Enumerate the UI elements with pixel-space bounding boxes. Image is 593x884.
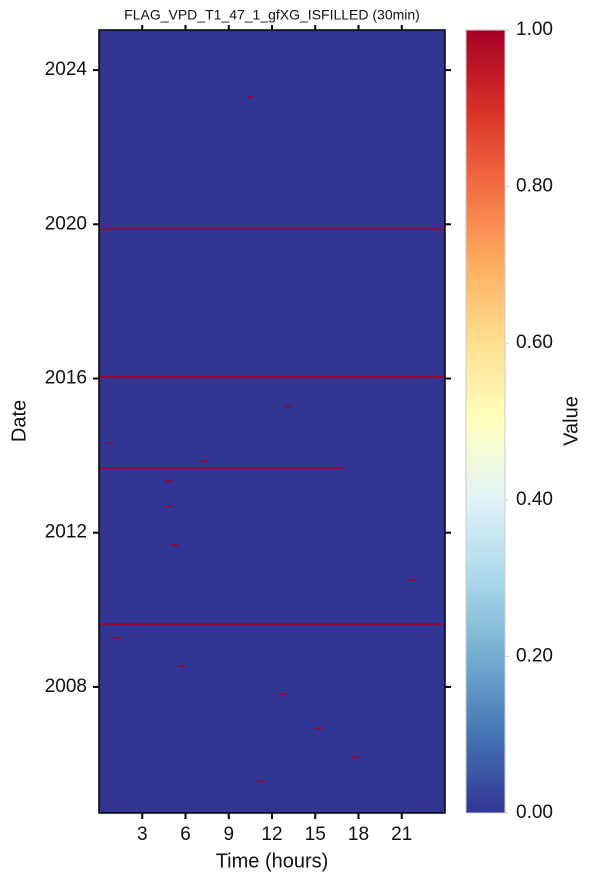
filled-cell — [257, 780, 265, 782]
filled-cell — [106, 442, 114, 445]
filled-cell — [99, 623, 445, 625]
y-tick-label: 2012 — [45, 522, 87, 543]
x-axis-label: Time (hours) — [216, 850, 329, 872]
chart-title: FLAG_VPD_T1_47_1_gfXG_ISFILLED (30min) — [124, 7, 420, 23]
colorbar-tick-label: 0.60 — [516, 332, 553, 353]
filled-cell — [165, 480, 173, 482]
filled-cell — [99, 376, 445, 378]
filled-cell — [178, 665, 186, 667]
y-tick-label: 2016 — [45, 368, 87, 389]
x-tick-label: 15 — [305, 824, 326, 845]
filled-cell — [247, 96, 254, 98]
colorbar-tick-label: 0.00 — [516, 802, 553, 823]
y-tick-label: 2024 — [45, 59, 88, 80]
filled-cell — [99, 467, 345, 469]
y-axis-label: Date — [8, 400, 30, 442]
colorbar — [465, 29, 506, 814]
colorbar-tick-label: 1.00 — [516, 19, 553, 40]
filled-cell — [165, 505, 173, 507]
x-tick-label: 3 — [137, 824, 148, 845]
filled-cell — [279, 693, 287, 696]
y-tick-label: 2020 — [45, 213, 87, 234]
filled-cell — [99, 228, 445, 231]
filled-cell — [408, 579, 417, 581]
x-tick-label: 9 — [223, 824, 234, 845]
filled-cell — [351, 756, 359, 758]
filled-cell — [284, 405, 293, 408]
colorbar-label: Value — [560, 396, 582, 446]
colorbar-tick-label: 0.80 — [516, 176, 553, 197]
x-tick-label: 18 — [348, 824, 369, 845]
filled-cell — [113, 637, 121, 639]
heatmap-background — [99, 30, 445, 813]
y-tick-label: 2008 — [45, 676, 87, 697]
colorbar-tick-label: 0.40 — [516, 489, 553, 510]
filled-cell — [315, 727, 323, 729]
x-tick-label: 12 — [261, 824, 282, 845]
x-tick-label: 6 — [180, 824, 191, 845]
x-tick-label: 21 — [391, 824, 412, 845]
colorbar-tick-label: 0.20 — [516, 645, 553, 666]
filled-cell — [171, 544, 179, 546]
filled-cell — [199, 460, 208, 462]
